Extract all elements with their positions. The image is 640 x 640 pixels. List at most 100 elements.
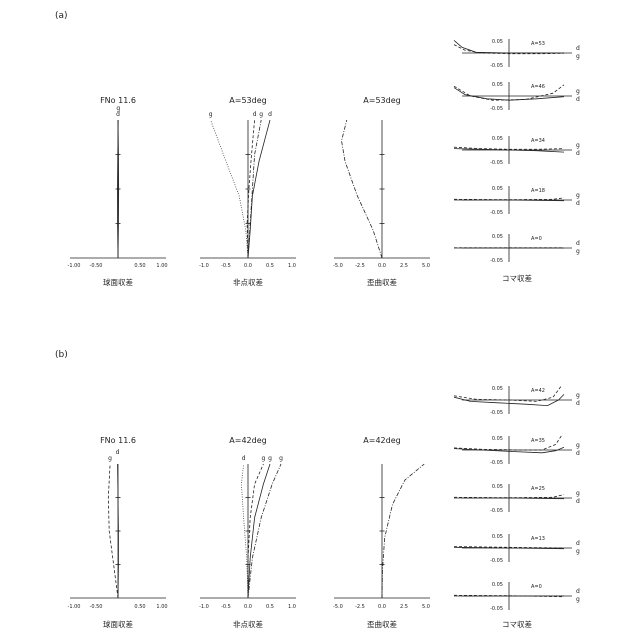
distortion-curve: [342, 120, 382, 258]
astig-tick-label: -0.5: [221, 263, 231, 269]
distortion-tick-label: -2.5: [355, 604, 365, 610]
spherical-tick-label: -0.50: [90, 263, 103, 269]
astig-caption: 非点収差: [233, 277, 263, 287]
spherical-title: FNo 11.6: [100, 96, 136, 105]
astig-tick-label: 1.0: [288, 604, 296, 610]
coma-scale-bottom: -0.05: [490, 606, 503, 612]
spherical-tick-label: 1.00: [156, 263, 167, 269]
astig-tick-label: 0.0: [244, 263, 252, 269]
coma-scale-bottom: -0.05: [490, 210, 503, 216]
coma-end-label: d: [576, 240, 580, 247]
coma-g-curve: [454, 436, 561, 450]
coma-scale-bottom: -0.05: [490, 410, 503, 416]
coma-end-label: d: [576, 96, 580, 103]
coma-end-label: g: [576, 548, 580, 555]
coma-caption: コマ収差: [502, 619, 532, 629]
astig-caption: 非点収差: [233, 619, 263, 629]
spherical-series-label: d: [116, 111, 120, 118]
coma-end-label: g: [576, 392, 580, 399]
coma-end-label: g: [576, 442, 580, 449]
astig-tick-label: 0.5: [266, 263, 274, 269]
astig-curve-label: d: [242, 455, 246, 462]
astig-curve-label: g: [279, 455, 283, 462]
coma-end-label: d: [576, 200, 580, 207]
distortion-tick-label: 2.5: [400, 604, 408, 610]
distortion-tick-label: -2.5: [355, 263, 365, 269]
coma-scale-top: 0.05: [492, 234, 503, 240]
astig-series-0: [248, 464, 270, 598]
coma-field-label: A=34: [531, 138, 545, 144]
distortion-tick-label: 0.0: [378, 604, 386, 610]
coma-end-label: g: [576, 88, 580, 95]
coma-scale-top: 0.05: [492, 484, 503, 490]
coma-scale-top: 0.05: [492, 386, 503, 392]
distortion-tick-label: 5.0: [422, 604, 430, 610]
spherical-tick-label: -1.00: [68, 263, 81, 269]
coma-end-label: d: [576, 450, 580, 457]
distortion-curve: [382, 464, 424, 598]
coma-scale-top: 0.05: [492, 39, 503, 45]
distortion-tick-label: -5.0: [333, 263, 343, 269]
coma-end-label: d: [576, 400, 580, 407]
coma-end-label: d: [576, 588, 580, 595]
astig-curve-label: d: [268, 111, 272, 118]
coma-field-label: A=18: [531, 188, 545, 194]
coma-end-label: d: [576, 498, 580, 505]
astig-tick-label: 1.0: [288, 263, 296, 269]
coma-scale-top: 0.05: [492, 534, 503, 540]
astig-title: A=42deg: [229, 436, 266, 445]
distortion-tick-label: 2.5: [400, 263, 408, 269]
coma-scale-bottom: -0.05: [490, 63, 503, 69]
coma-g-curve: [454, 386, 561, 401]
coma-scale-bottom: -0.05: [490, 258, 503, 264]
coma-field-label: A=42: [531, 388, 545, 394]
astig-curve-label: g: [259, 111, 263, 118]
coma-field-label: A=53: [531, 41, 545, 47]
distortion-tick-label: 5.0: [422, 263, 430, 269]
astig-curve-label: g: [268, 455, 272, 462]
spherical-caption: 球面収差: [103, 619, 133, 629]
coma-end-label: d: [576, 45, 580, 52]
distortion-title: A=42deg: [363, 436, 400, 445]
coma-scale-top: 0.05: [492, 186, 503, 192]
distortion-caption: 歪曲収差: [367, 277, 397, 287]
spherical-title: FNo 11.6: [100, 436, 136, 445]
astig-title: A=53deg: [229, 96, 266, 105]
spherical-caption: 球面収差: [103, 277, 133, 287]
coma-scale-top: 0.05: [492, 582, 503, 588]
astig-curve-label: d: [253, 111, 257, 118]
coma-end-label: g: [576, 248, 580, 255]
spherical-tick-label: -1.00: [68, 604, 81, 610]
astig-tick-label: -0.5: [221, 604, 231, 610]
panel-label: (a): [55, 11, 68, 21]
coma-end-label: g: [576, 490, 580, 497]
coma-field-label: A=0: [531, 584, 542, 590]
coma-scale-bottom: -0.05: [490, 558, 503, 564]
coma-end-label: d: [576, 150, 580, 157]
coma-end-label: g: [576, 192, 580, 199]
astig-series-2: [211, 120, 248, 258]
coma-scale-bottom: -0.05: [490, 508, 503, 514]
astig-curve-label: g: [261, 455, 265, 462]
spherical-series-label: g: [116, 105, 120, 112]
astig-series-0: [248, 120, 270, 258]
panel-label: (b): [55, 350, 68, 360]
coma-scale-bottom: -0.05: [490, 460, 503, 466]
coma-scale-top: 0.05: [492, 436, 503, 442]
distortion-title: A=53deg: [363, 96, 400, 105]
astig-tick-label: 0.0: [244, 604, 252, 610]
coma-scale-bottom: -0.05: [490, 106, 503, 112]
astig-tick-label: 0.5: [266, 604, 274, 610]
distortion-tick-label: -5.0: [333, 604, 343, 610]
spherical-tick-label: 0.50: [134, 604, 145, 610]
coma-end-label: g: [576, 53, 580, 60]
coma-field-label: A=0: [531, 236, 542, 242]
coma-field-label: A=13: [531, 536, 545, 542]
spherical-series-label: d: [116, 449, 120, 456]
coma-field-label: A=25: [531, 486, 545, 492]
coma-caption: コマ収差: [502, 273, 532, 283]
coma-end-label: g: [576, 142, 580, 149]
astig-curve-label: g: [209, 111, 213, 118]
distortion-caption: 歪曲収差: [367, 619, 397, 629]
